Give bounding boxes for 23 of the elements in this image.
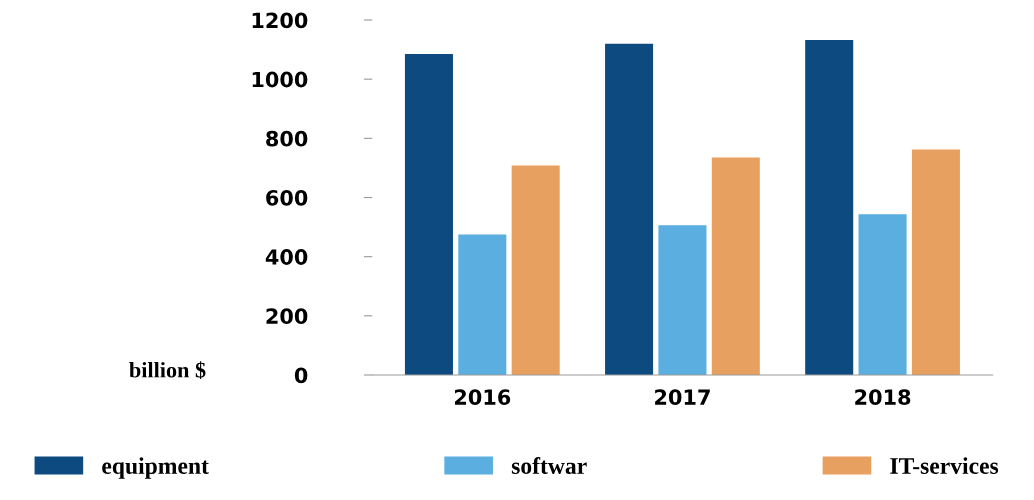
y-tick-label: 0 xyxy=(294,367,308,384)
bar xyxy=(711,157,760,375)
x-tick-label: 2016 xyxy=(454,389,511,406)
bar xyxy=(658,225,707,375)
bar xyxy=(511,165,560,375)
bar xyxy=(858,214,907,375)
bar xyxy=(404,54,453,375)
bar xyxy=(458,234,507,375)
y-tick-label: 200 xyxy=(266,308,308,325)
y-tick-label: 400 xyxy=(265,249,308,265)
bar xyxy=(605,43,654,375)
legend-label: IT-services xyxy=(890,457,999,474)
y-axis-title: billion $ xyxy=(129,361,206,380)
x-tick-label: 2017 xyxy=(655,389,710,406)
bar xyxy=(911,149,960,375)
legend-label: softwar xyxy=(511,457,587,474)
x-tick-label: 2018 xyxy=(855,389,911,406)
y-tick-label: 1000 xyxy=(252,71,308,88)
bar xyxy=(805,40,854,375)
y-tick-label: 1200 xyxy=(252,12,308,29)
y-tick-label: 600 xyxy=(266,189,308,206)
y-tick-label: 800 xyxy=(266,130,308,147)
legend-label: equipment xyxy=(102,457,209,479)
